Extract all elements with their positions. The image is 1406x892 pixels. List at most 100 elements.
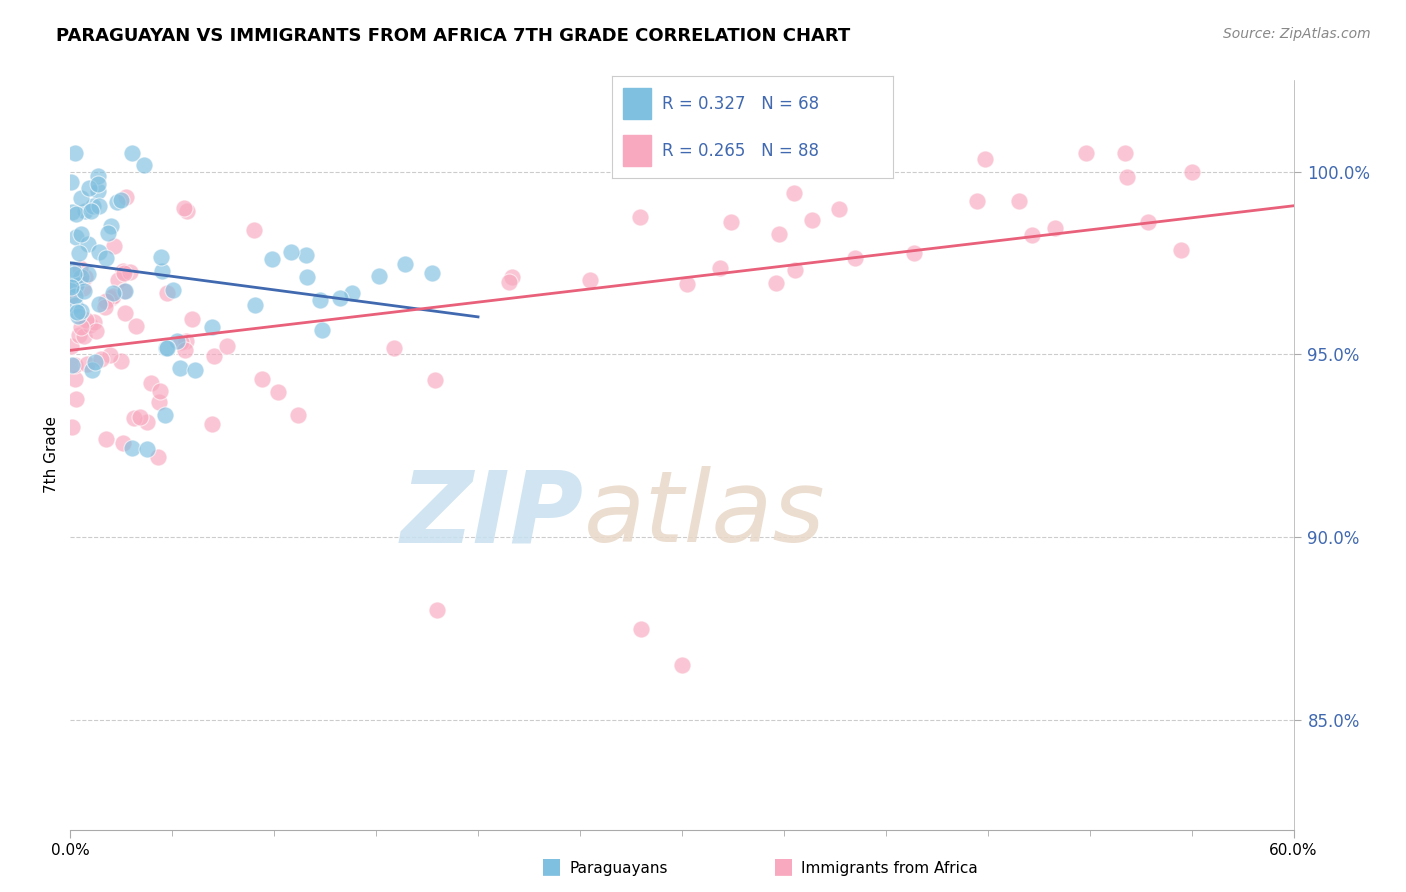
Point (169, 361, 191, 376)
Point (114, 284, 136, 298)
Point (112, 285, 135, 299)
Point (150, 263, 173, 277)
Point (498, 275, 520, 289)
Point (65, 146, 87, 161)
Point (121, 146, 143, 161)
Text: ■: ■ (541, 856, 562, 876)
Point (101, 289, 124, 303)
Point (201, 417, 224, 431)
Point (63, 267, 86, 281)
Point (844, 251, 866, 265)
Point (111, 263, 134, 277)
Point (60, 339, 83, 353)
Point (149, 384, 172, 398)
Point (501, 269, 523, 284)
Point (671, 658, 693, 673)
Point (309, 293, 332, 307)
Point (155, 409, 177, 423)
Point (121, 441, 143, 455)
Point (202, 349, 225, 363)
Text: PARAGUAYAN VS IMMIGRANTS FROM AFRICA 7TH GRADE CORRELATION CHART: PARAGUAYAN VS IMMIGRANTS FROM AFRICA 7TH… (56, 27, 851, 45)
Point (60, 277, 83, 292)
Point (69, 269, 91, 284)
Point (1045, 221, 1067, 235)
Point (785, 263, 807, 277)
Point (966, 194, 988, 209)
Point (77, 267, 100, 281)
Point (82, 363, 104, 377)
Point (63, 372, 86, 386)
Point (112, 266, 135, 280)
Point (243, 297, 266, 311)
Point (250, 372, 273, 386)
Point (101, 286, 124, 301)
Point (709, 261, 731, 276)
Point (66, 309, 89, 323)
Point (136, 415, 159, 429)
Point (62, 261, 84, 276)
Point (675, 277, 697, 291)
Point (162, 283, 184, 297)
Point (329, 291, 352, 305)
Point (77, 180, 100, 194)
Point (63, 289, 86, 303)
Point (65, 359, 87, 373)
Point (67, 327, 90, 342)
Point (146, 450, 169, 464)
Point (65, 278, 87, 293)
Point (76, 357, 98, 371)
Point (1076, 146, 1098, 161)
Point (87, 297, 110, 311)
Point (110, 354, 132, 368)
Point (80, 203, 103, 218)
Point (1137, 215, 1160, 229)
Point (94, 294, 117, 309)
Point (155, 341, 177, 355)
Point (73, 328, 96, 343)
Point (630, 622, 652, 636)
Point (974, 152, 997, 166)
Point (60, 204, 83, 219)
Point (105, 194, 128, 209)
Point (150, 250, 173, 264)
Point (166, 334, 188, 349)
Point (60, 280, 83, 294)
Point (295, 248, 318, 262)
Point (75, 313, 97, 327)
Text: Immigrants from Africa: Immigrants from Africa (801, 861, 979, 876)
Point (69, 246, 91, 260)
Point (66, 305, 89, 319)
Point (201, 320, 224, 334)
Point (94, 251, 117, 265)
Text: Paraguayans: Paraguayans (569, 861, 668, 876)
Text: ZIP: ZIP (401, 467, 583, 564)
Point (184, 362, 207, 376)
Point (156, 286, 179, 301)
Point (65, 230, 87, 244)
Point (801, 212, 824, 227)
Point (96, 432, 118, 446)
Point (100, 291, 122, 305)
Point (90, 352, 112, 367)
Point (73, 270, 96, 285)
Point (243, 223, 266, 237)
Point (65, 392, 87, 407)
Point (98, 348, 121, 362)
Point (70, 304, 93, 318)
Point (720, 215, 742, 229)
Point (1008, 194, 1031, 208)
Point (87, 184, 110, 198)
Point (628, 210, 651, 224)
Point (73, 284, 96, 298)
Point (176, 204, 198, 219)
Point (170, 334, 193, 349)
Point (174, 334, 197, 348)
Point (112, 436, 135, 450)
Bar (623, 136, 651, 166)
Point (60, 288, 83, 302)
Point (765, 276, 787, 290)
Point (65, 207, 87, 221)
Point (70, 227, 93, 242)
Point (89, 244, 111, 259)
Text: R = 0.265   N = 88: R = 0.265 N = 88 (662, 142, 820, 160)
